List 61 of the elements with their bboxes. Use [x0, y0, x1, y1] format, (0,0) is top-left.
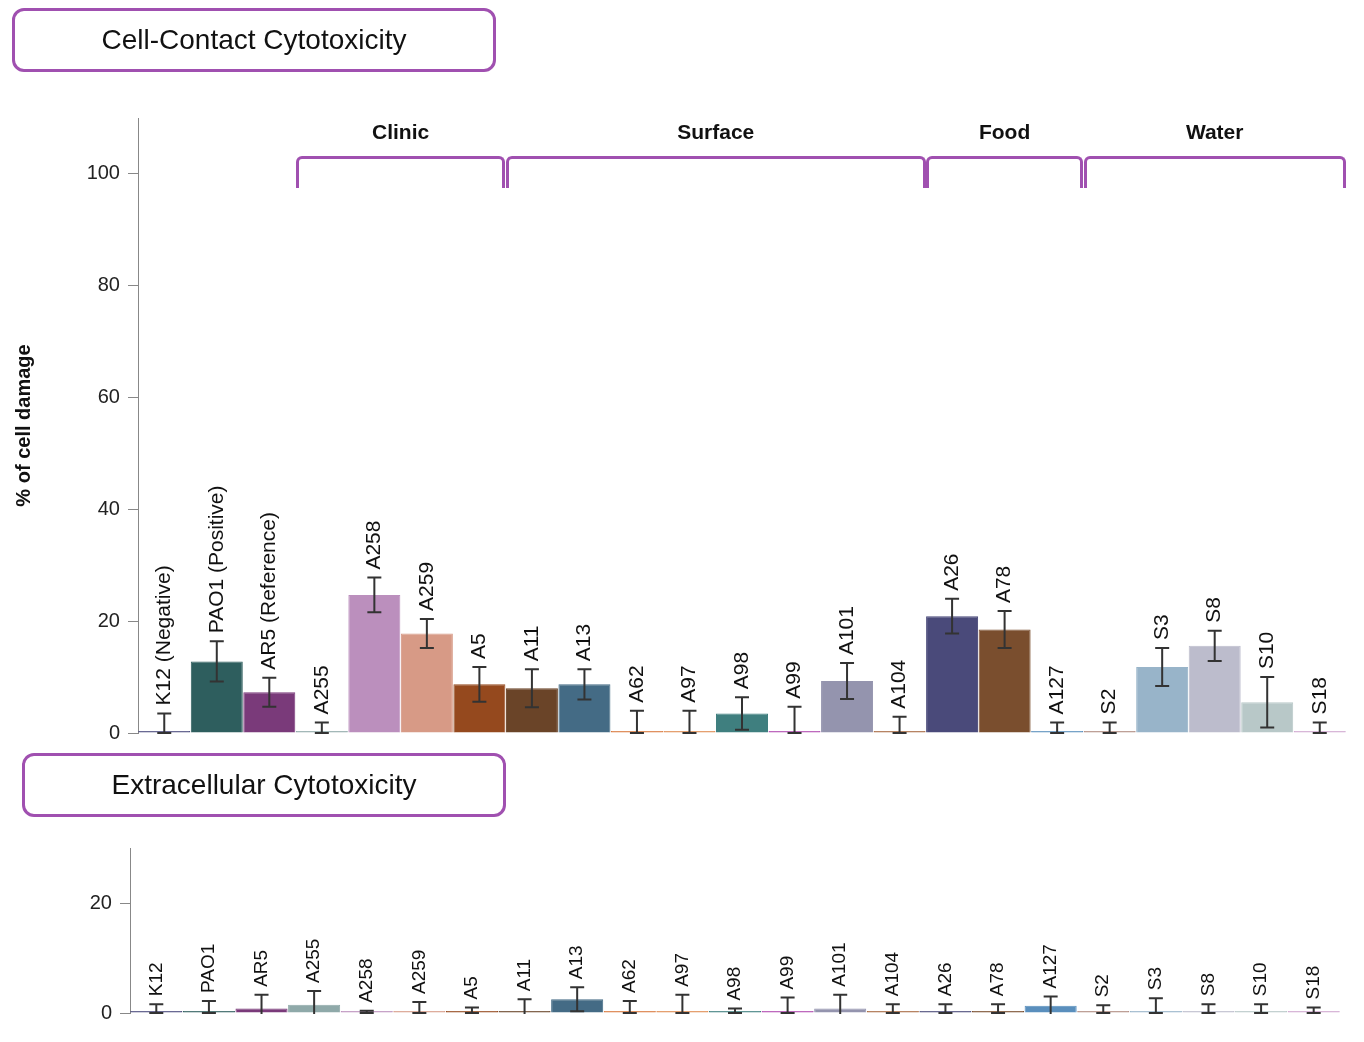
- x-tick-label: S10: [1249, 962, 1271, 997]
- x-tick-label: A11: [512, 958, 534, 992]
- x-tick-label: A62: [623, 665, 647, 703]
- x-tick-label: A11: [518, 625, 542, 662]
- x-tick-label: A258: [361, 520, 385, 570]
- x-tick-label: A98: [723, 966, 745, 1001]
- y-axis-title: % of cell damage: [11, 344, 34, 507]
- x-tick-label: K12 (Negative): [151, 565, 175, 706]
- x-tick-label: S8: [1201, 597, 1225, 623]
- x-tick-label: A5: [460, 976, 482, 1000]
- x-tick-label: S3: [1148, 614, 1172, 641]
- y-tick-label: 0: [100, 1000, 112, 1023]
- chart-title: Extracellular Cytotoxicity: [22, 753, 506, 817]
- y-tick-label: 100: [86, 161, 120, 184]
- x-tick-label: A99: [781, 661, 805, 699]
- x-tick-label: S2: [1091, 974, 1113, 998]
- x-tick-label: S18: [1306, 677, 1330, 715]
- x-tick-label: A259: [413, 561, 437, 611]
- x-tick-label: PAO1 (Positive): [203, 485, 227, 634]
- x-tick-label: A259: [407, 949, 429, 994]
- annotation: Surface: [676, 120, 756, 144]
- x-tick-label: A127: [1038, 944, 1060, 989]
- x-tick-label: S10: [1254, 631, 1278, 670]
- annotation: Clinic: [371, 120, 431, 144]
- x-tick-label: A104: [886, 659, 910, 709]
- x-tick-label: S2: [1096, 688, 1120, 715]
- x-tick-label: A101: [828, 942, 850, 987]
- y-tick-label: 20: [97, 608, 120, 631]
- y-tick-label: 80: [97, 273, 120, 296]
- x-tick-label: A97: [676, 665, 700, 703]
- x-tick-label: A13: [565, 945, 587, 980]
- chart-title: Cell-Contact Cytotoxicity: [12, 8, 496, 72]
- x-tick-label: AR5 (Reference): [256, 512, 280, 670]
- x-tick-label: A101: [833, 606, 857, 656]
- y-tick-label: 60: [97, 385, 120, 408]
- x-tick-label: AR5: [249, 949, 271, 987]
- x-tick-label: A26: [938, 553, 962, 591]
- x-tick-label: A98: [728, 651, 752, 690]
- x-tick-label: S3: [1144, 966, 1166, 991]
- x-tick-label: A127: [1043, 665, 1067, 715]
- x-tick-label: A97: [670, 953, 692, 987]
- x-tick-label: PAO1: [197, 943, 219, 993]
- x-tick-label: A78: [991, 565, 1015, 604]
- x-tick-label: A13: [571, 623, 595, 662]
- x-tick-label: S18: [1301, 965, 1323, 1000]
- annotation: Water: [1184, 120, 1245, 144]
- x-tick-label: A104: [881, 951, 903, 997]
- y-tick-label: 40: [97, 496, 120, 519]
- x-tick-label: A99: [775, 955, 797, 990]
- x-tick-label: A258: [354, 958, 376, 1003]
- y-tick-label: 20: [89, 890, 112, 913]
- x-tick-label: K12: [144, 962, 166, 997]
- annotation: Food: [977, 120, 1032, 144]
- x-tick-label: A62: [618, 959, 640, 993]
- x-tick-label: A78: [986, 962, 1008, 997]
- x-tick-label: A255: [308, 665, 332, 715]
- x-tick-label: A26: [933, 962, 955, 997]
- y-tick-label: 0: [108, 720, 120, 743]
- x-tick-label: S8: [1196, 972, 1218, 997]
- x-tick-label: A5: [466, 633, 490, 660]
- x-tick-label: A255: [302, 938, 324, 983]
